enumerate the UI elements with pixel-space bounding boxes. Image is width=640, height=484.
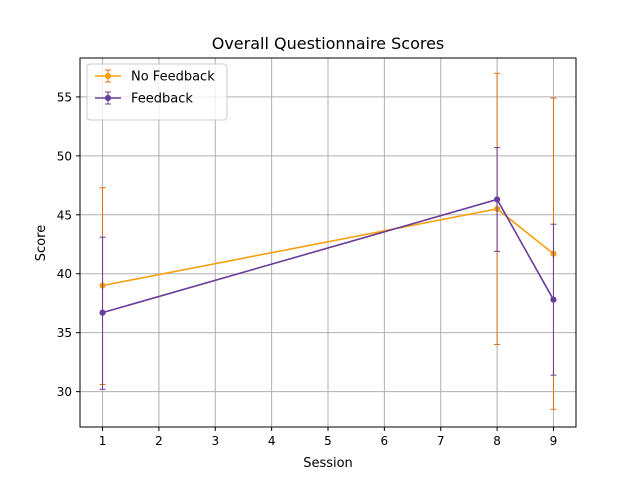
legend-swatch-marker <box>104 94 112 102</box>
y-tick-label: 50 <box>57 149 72 163</box>
legend-label: No Feedback <box>131 70 215 85</box>
x-tick-label: 5 <box>324 434 332 448</box>
legend-entry: Feedback <box>95 91 193 107</box>
x-tick-label: 8 <box>493 434 501 448</box>
data-point <box>493 196 501 203</box>
legend-entry: No Feedback <box>95 69 215 85</box>
x-tick-label: 4 <box>268 434 276 448</box>
y-axis-label: Score <box>34 225 49 261</box>
x-tick-label: 2 <box>155 434 163 448</box>
x-tick-label: 6 <box>381 434 389 448</box>
y-tick-label: 45 <box>57 208 72 222</box>
y-tick-label: 30 <box>57 385 72 399</box>
legend: No Feedback Feedback <box>86 63 228 121</box>
y-tick-label: 40 <box>57 267 72 281</box>
x-tick-label: 1 <box>99 434 107 448</box>
y-tick-label: 35 <box>57 326 72 340</box>
series-2 <box>99 147 557 390</box>
x-tick-label: 9 <box>550 434 558 448</box>
x-tick-label: 7 <box>437 434 445 448</box>
chart-title: Overall Questionnaire Scores <box>212 34 445 53</box>
x-tick-label: 3 <box>211 434 219 448</box>
x-axis-label: Session <box>303 456 353 471</box>
data-point <box>550 296 557 303</box>
data-point <box>99 309 106 316</box>
legend-swatch-marker <box>104 72 112 80</box>
legend-box <box>86 63 228 121</box>
y-tick-label: 55 <box>57 90 72 104</box>
series-layer <box>99 72 557 410</box>
legend-label: Feedback <box>131 92 193 107</box>
